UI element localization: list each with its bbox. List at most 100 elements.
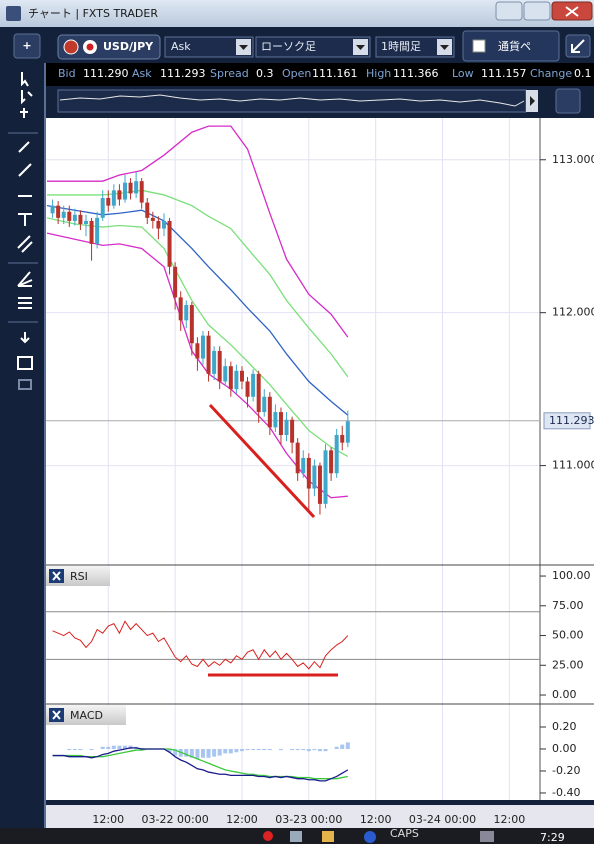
hand-tool[interactable] <box>20 108 28 118</box>
candle-body <box>284 419 289 436</box>
minimize-button[interactable] <box>495 1 523 21</box>
macd-histogram-bar <box>89 748 94 751</box>
candle-body <box>329 450 334 474</box>
candle-body <box>273 412 278 428</box>
quote-value: 0.1 <box>574 67 592 80</box>
overview-line <box>59 94 525 107</box>
candle-body <box>134 181 139 194</box>
download-tool[interactable] <box>20 332 30 344</box>
axis-bar <box>46 800 594 805</box>
settings-button[interactable] <box>555 88 581 114</box>
timeframe-select[interactable] <box>375 36 455 58</box>
tool-divider <box>44 63 46 830</box>
candle-body <box>95 217 100 244</box>
macd-histogram-bar <box>278 748 283 751</box>
add-label: + <box>22 39 31 52</box>
pointer-plus-tool[interactable] <box>21 90 33 105</box>
candle-body <box>306 457 311 489</box>
candle-body <box>212 350 217 374</box>
y-tick-label: 113.000 <box>552 153 594 166</box>
add-button[interactable] <box>13 33 41 59</box>
candle-body <box>295 442 300 474</box>
macd-histogram-bar <box>323 748 328 752</box>
candle-body <box>267 396 272 428</box>
macd-histogram-bar <box>223 748 228 754</box>
y-tick-label: 0.20 <box>552 720 577 733</box>
trend-line-tool[interactable] <box>18 163 32 177</box>
macd-histogram-bar <box>217 748 222 756</box>
macd-histogram-bar <box>334 746 339 749</box>
list-tool[interactable] <box>17 356 33 370</box>
macd-histogram-bar <box>195 748 200 759</box>
fan-tool[interactable] <box>17 271 33 287</box>
arrow-icon <box>239 45 248 50</box>
y-tick-label: 112.000 <box>552 306 594 319</box>
y-tick-label: 0.00 <box>552 688 577 701</box>
candle-body <box>200 335 205 359</box>
close-icon <box>52 710 61 720</box>
quote-value: 111.157 <box>481 67 527 80</box>
candle-body <box>184 305 189 321</box>
macd-header <box>46 705 126 725</box>
tool-icons <box>17 72 33 390</box>
macd-histogram-bar <box>200 748 205 758</box>
channel-tool[interactable] <box>17 235 33 253</box>
macd-histogram-bar <box>72 748 77 751</box>
candle-body <box>228 366 233 390</box>
candle-body <box>156 220 161 229</box>
candle-body <box>161 220 166 229</box>
pointer-tool[interactable] <box>21 72 29 87</box>
current-price-label: 111.293 <box>549 414 594 427</box>
macd-histogram-bar <box>212 748 217 757</box>
candle-body <box>111 190 116 206</box>
candle-body <box>100 197 105 218</box>
candle-body <box>150 217 155 221</box>
x-tick-label: 12:00 <box>494 813 526 826</box>
macd-histogram-bar <box>290 748 295 751</box>
camera-tool[interactable] <box>18 379 32 390</box>
y-tick-label: -0.40 <box>552 786 580 799</box>
candle-body <box>217 350 222 382</box>
macd-histogram-bar <box>317 748 322 752</box>
detach-icon <box>571 39 585 53</box>
overview-box <box>57 89 527 113</box>
chart-type-select[interactable] <box>255 36 371 58</box>
maximize-button[interactable] <box>523 1 551 21</box>
macd-histogram-bar <box>245 748 250 751</box>
fibonacci-tool[interactable] <box>18 297 32 309</box>
t-line-tool[interactable] <box>18 213 32 226</box>
macd-histogram-bar <box>301 748 306 751</box>
quote-label: Open <box>282 67 311 80</box>
chart-type: ローソク足 <box>261 40 316 53</box>
quotes: Bid 111.290 Ask 111.293 Spread 0.3 Open 111.161… <box>58 67 592 80</box>
caps-indicator: CAPS <box>390 827 419 840</box>
checkbox[interactable] <box>472 39 486 53</box>
macd-histogram-bar <box>173 748 178 756</box>
chart-area <box>46 118 594 800</box>
y-tick-label: 111.000 <box>552 459 594 472</box>
arrow-icon <box>530 96 535 106</box>
candle-body <box>206 335 211 374</box>
side: Ask <box>171 40 191 53</box>
candle-body <box>128 182 133 194</box>
macd-histogram-bar <box>256 748 261 751</box>
quote-value: 111.366 <box>393 67 439 80</box>
macd-histogram-bar <box>117 745 122 749</box>
candle-body <box>67 211 72 221</box>
candle-body <box>139 181 144 203</box>
candle-body <box>117 190 122 200</box>
quote-value: 111.161 <box>312 67 358 80</box>
pen-tool[interactable] <box>18 141 30 153</box>
flag-us <box>63 39 79 55</box>
candle-body <box>61 211 66 218</box>
time-axis <box>46 805 594 828</box>
candle-body <box>290 419 295 443</box>
candle-body <box>340 435 345 443</box>
macd-histogram-bar <box>122 745 127 749</box>
candle-body <box>245 381 250 397</box>
side-select[interactable] <box>164 36 254 58</box>
symbol-button[interactable] <box>57 34 161 60</box>
grid <box>46 118 540 800</box>
pair-tab[interactable] <box>462 30 560 62</box>
tray-icon <box>290 831 302 842</box>
